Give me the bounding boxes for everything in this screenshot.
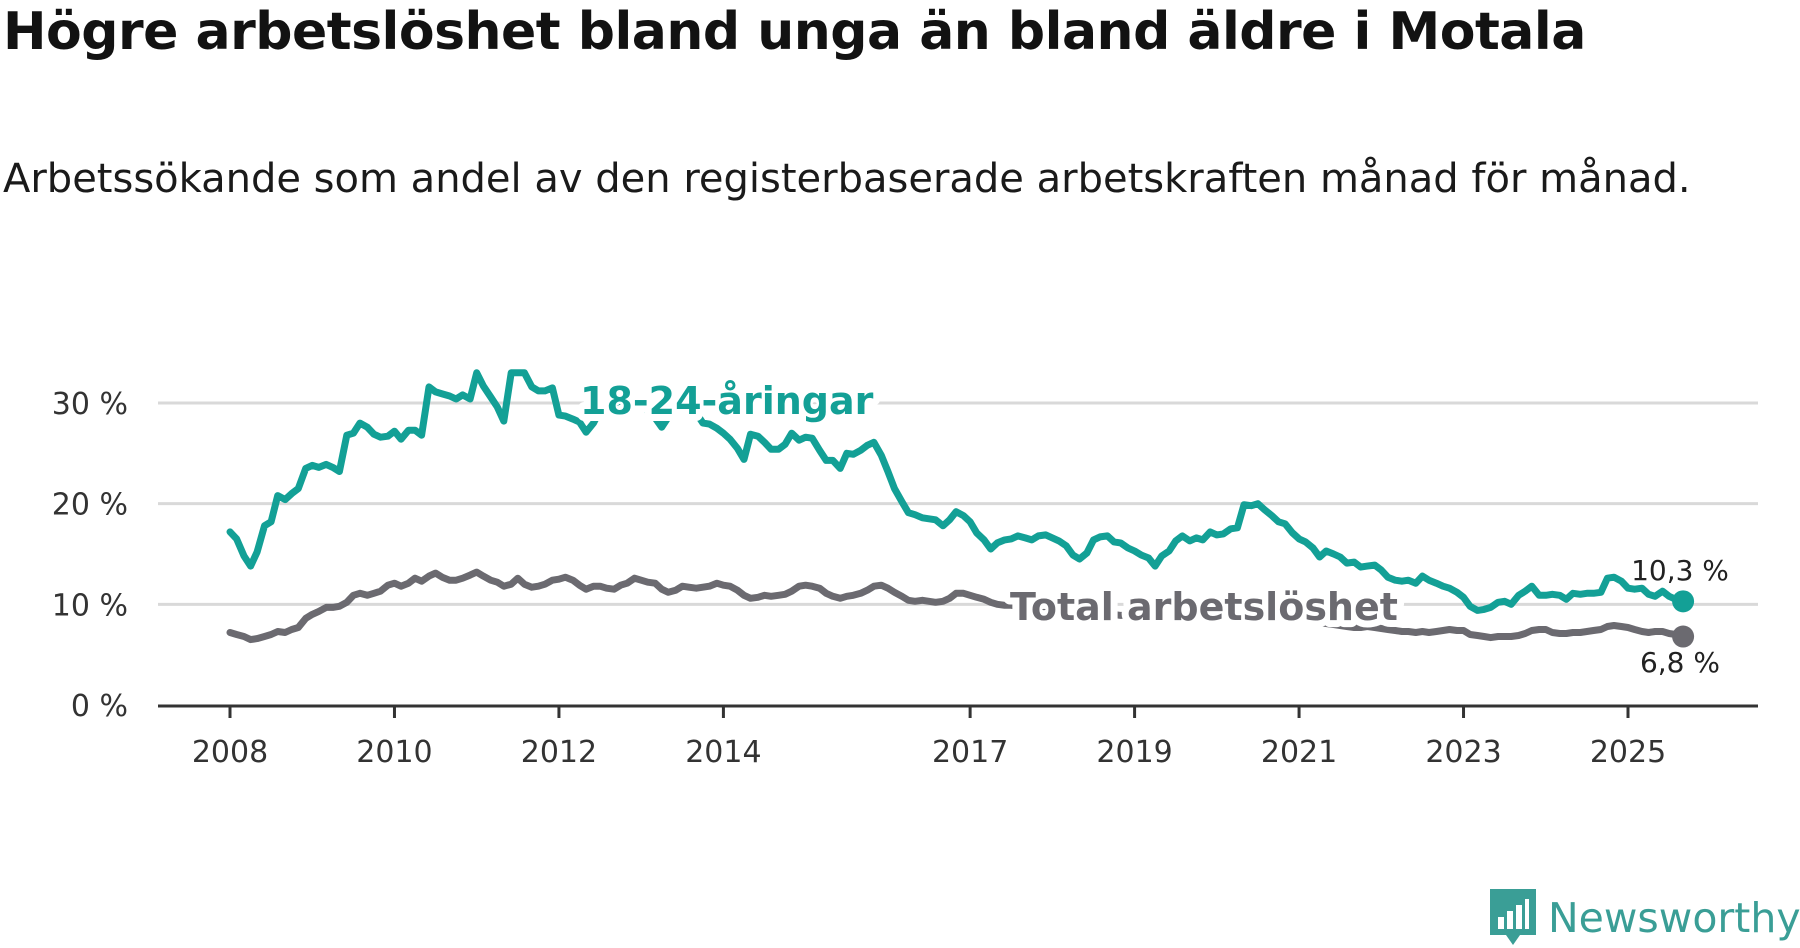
x-tick-label: 2019: [1096, 735, 1172, 770]
y-axis-ticks: 0 % 10 % 20 % 30 %: [52, 387, 128, 724]
chart-subtitle: Arbetssökande som andel av den registerb…: [3, 156, 1691, 202]
y-tick-label: 20 %: [52, 488, 128, 523]
end-value-total: 6,8 %: [1640, 646, 1720, 679]
end-marker-young: [1672, 590, 1695, 613]
y-tick-label: 10 %: [52, 588, 128, 623]
series-lines: [226, 369, 1687, 644]
end-value-young: 10,3 %: [1631, 554, 1729, 587]
x-tick-label: 2017: [932, 735, 1008, 770]
logo-text: Newsworthy: [1548, 894, 1800, 942]
x-tick-label: 2008: [192, 735, 268, 770]
x-axis-ticks: 2008 2010 2012 2014 2017 2019 2021 2023 2025: [192, 706, 1666, 770]
series-label-young: 18-24-åringar: [580, 379, 874, 423]
x-tick-label: 2025: [1590, 735, 1666, 770]
end-marker-total: [1672, 625, 1695, 648]
x-tick-label: 2023: [1425, 735, 1501, 770]
y-tick-label: 0 %: [71, 689, 128, 724]
newsworthy-logo: Newsworthy: [1490, 888, 1800, 948]
x-tick-label: 2014: [685, 735, 761, 770]
chart-title: Högre arbetslöshet bland unga än bland ä…: [3, 2, 1586, 62]
x-tick-label: 2012: [521, 735, 597, 770]
x-tick-label: 2021: [1261, 735, 1337, 770]
y-tick-label: 30 %: [52, 387, 128, 422]
x-tick-label: 2010: [356, 735, 432, 770]
series-line-total: [226, 568, 1687, 644]
series-label-total: Total arbetslöshet: [1010, 585, 1398, 629]
series-line-young: [226, 369, 1687, 614]
bar-chart-logo-icon: [1490, 889, 1536, 945]
